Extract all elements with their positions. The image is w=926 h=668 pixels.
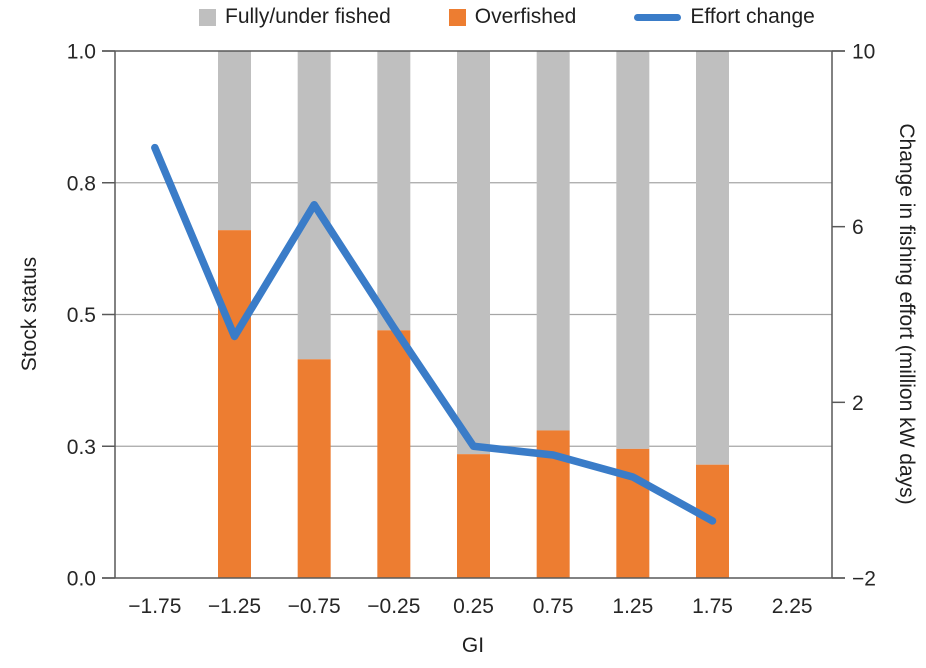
effort-change-line [151, 143, 717, 525]
legend-item-fully-under-fished: Fully/under fished [199, 4, 391, 30]
x-axis-tick-label: −1.75 [128, 595, 181, 618]
right-axis-tick-label: −2 [852, 568, 876, 591]
bar-fully-under-fished [536, 51, 570, 431]
x-axis-tick-label: 0.75 [533, 595, 574, 618]
bar-overfished [218, 230, 251, 578]
x-axis-tick-label: −0.75 [288, 595, 341, 618]
x-axis-tick-label: 1.75 [692, 595, 733, 618]
bar-fully-under-fished [457, 51, 490, 455]
left-axis-tick-label: 0.0 [67, 568, 96, 591]
bar-overfished [457, 454, 490, 578]
overfished-swatch-icon [448, 8, 466, 26]
bar-fully-under-fished [616, 51, 650, 449]
legend-label: Overfished [474, 5, 577, 28]
bar-fully-under-fished [696, 51, 729, 465]
right-axis-tick-label: 6 [852, 216, 864, 239]
legend-label: Effort change [690, 5, 815, 28]
left-axis-tick-label: 0.5 [67, 304, 96, 327]
left-axis-tick-label: 0.3 [67, 436, 96, 459]
x-axis-tick-label: −0.25 [367, 595, 420, 618]
x-axis-tick-label: −1.25 [208, 595, 261, 618]
legend-label: Fully/under fished [225, 5, 391, 28]
bar-overfished [616, 448, 650, 578]
x-axis-tick-label: 1.25 [612, 595, 653, 618]
x-axis-tick-label: 2.25 [772, 595, 813, 618]
bar-fully-under-fished [218, 51, 251, 231]
right-axis-tick-label: 2 [852, 392, 864, 415]
bar-fully-under-fished [377, 51, 411, 331]
x-axis-title: GI [461, 634, 485, 657]
legend: Fully/under fished Overfished Effort cha… [199, 4, 815, 30]
x-axis-tick-label: 0.25 [453, 595, 494, 618]
left-axis-tick-label: 0.8 [67, 172, 96, 195]
effort-change-line-icon [634, 13, 682, 21]
left-axis-tick-label: 1.0 [67, 41, 96, 64]
bar-overfished [377, 330, 411, 578]
fully-under-fished-swatch-icon [199, 8, 216, 26]
right-axis-tick-label: 10 [852, 41, 875, 64]
legend-item-overfished: Overfished [448, 4, 577, 30]
legend-item-effort-change: Effort change [634, 4, 815, 30]
bar-overfished [297, 359, 331, 578]
